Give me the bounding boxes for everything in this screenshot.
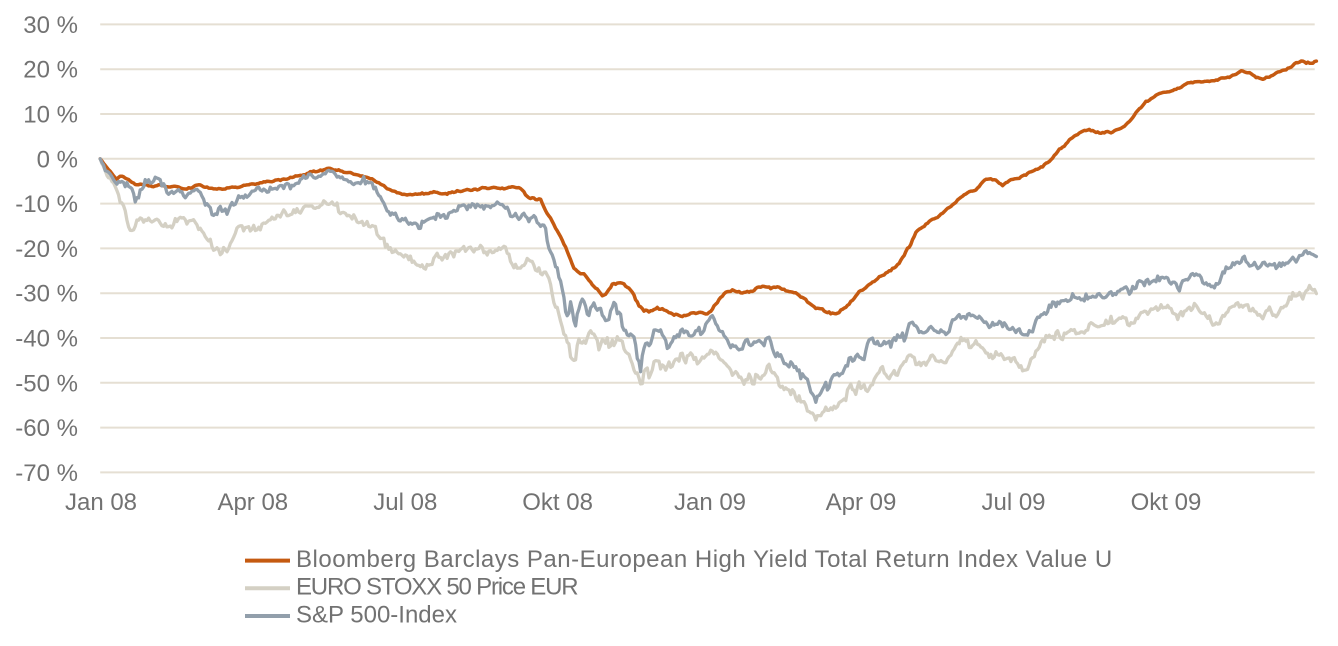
svg-text:-70 %: -70 % — [15, 460, 78, 487]
svg-text:EURO STOXX 50 Price EUR: EURO STOXX 50 Price EUR — [296, 574, 578, 601]
svg-text:-10 %: -10 % — [15, 191, 78, 218]
svg-text:-50 %: -50 % — [15, 370, 78, 397]
svg-text:Okt 09: Okt 09 — [1131, 489, 1202, 516]
svg-text:Jan 09: Jan 09 — [674, 489, 746, 516]
svg-text:Jul 08: Jul 08 — [373, 489, 437, 516]
svg-text:-20 %: -20 % — [15, 236, 78, 263]
svg-text:-60 %: -60 % — [15, 415, 78, 442]
svg-text:-40 %: -40 % — [15, 326, 78, 353]
svg-text:20 %: 20 % — [23, 57, 78, 84]
svg-text:Bloomberg Barclays Pan-Europea: Bloomberg Barclays Pan-European High Yie… — [296, 546, 1113, 573]
svg-text:0 %: 0 % — [37, 146, 78, 173]
svg-text:Jan 08: Jan 08 — [65, 489, 137, 516]
svg-text:Apr 08: Apr 08 — [217, 489, 288, 516]
svg-text:Jul 09: Jul 09 — [981, 489, 1045, 516]
svg-text:Apr 09: Apr 09 — [826, 489, 897, 516]
svg-text:Okt 08: Okt 08 — [522, 489, 593, 516]
svg-text:10 %: 10 % — [23, 102, 78, 129]
svg-text:-30 %: -30 % — [15, 281, 78, 308]
svg-text:30 %: 30 % — [23, 12, 78, 39]
svg-text:S&P 500-Index: S&P 500-Index — [296, 601, 457, 628]
